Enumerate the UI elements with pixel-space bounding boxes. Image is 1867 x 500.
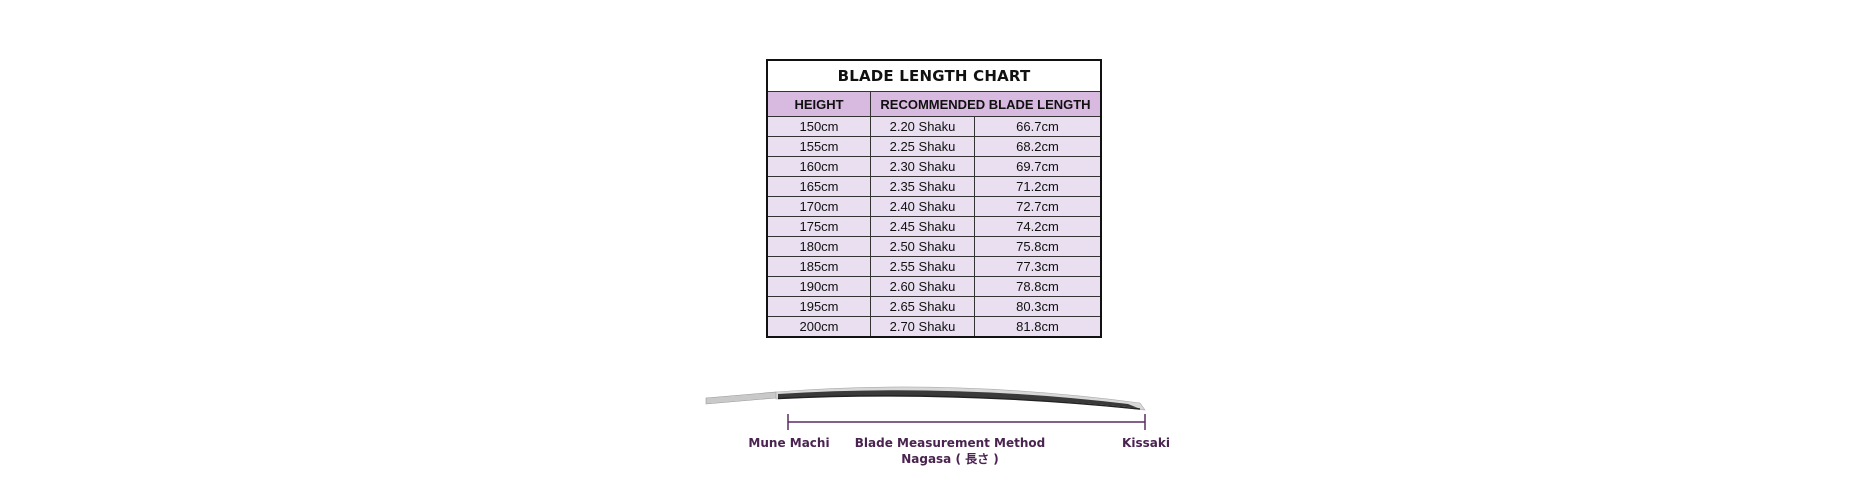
cell-height: 180cm [766, 236, 871, 257]
cell-height: 160cm [766, 156, 871, 177]
cell-height: 185cm [766, 256, 871, 277]
table-row: 195cm 2.65 Shaku 80.3cm [766, 296, 1102, 317]
chart-rows: 150cm 2.20 Shaku 66.7cm 155cm 2.25 Shaku 68.2… [766, 116, 1102, 338]
cell-shaku: 2.30 Shaku [870, 156, 975, 177]
cell-shaku: 2.50 Shaku [870, 236, 975, 257]
cell-shaku: 2.65 Shaku [870, 296, 975, 317]
cell-cm: 80.3cm [974, 296, 1102, 317]
table-row: 150cm 2.20 Shaku 66.7cm [766, 116, 1102, 137]
cell-shaku: 2.40 Shaku [870, 196, 975, 217]
cell-height: 175cm [766, 216, 871, 237]
label-nagasa: Nagasa ( 長さ ) [901, 452, 999, 466]
cell-shaku: 2.70 Shaku [870, 316, 975, 338]
cell-height: 195cm [766, 296, 871, 317]
table-row: 200cm 2.70 Shaku 81.8cm [766, 316, 1102, 338]
cell-cm: 68.2cm [974, 136, 1102, 157]
cell-cm: 75.8cm [974, 236, 1102, 257]
label-kissaki: Kissaki [1122, 436, 1170, 450]
label-measurement-method: Blade Measurement Method Nagasa ( 長さ ) [855, 435, 1045, 467]
table-row: 190cm 2.60 Shaku 78.8cm [766, 276, 1102, 297]
cell-cm: 69.7cm [974, 156, 1102, 177]
label-measurement-title: Blade Measurement Method [854, 436, 1046, 450]
cell-height: 170cm [766, 196, 871, 217]
blade-length-chart: BLADE LENGTH CHART HEIGHT RECOMMENDED BL… [766, 59, 1102, 338]
table-row: 160cm 2.30 Shaku 69.7cm [766, 156, 1102, 177]
table-row: 165cm 2.35 Shaku 71.2cm [766, 176, 1102, 197]
cell-shaku: 2.20 Shaku [870, 116, 975, 137]
cell-height: 190cm [766, 276, 871, 297]
katana-image [705, 386, 1146, 411]
cell-cm: 81.8cm [974, 316, 1102, 338]
cell-cm: 66.7cm [974, 116, 1102, 137]
table-row: 185cm 2.55 Shaku 77.3cm [766, 256, 1102, 277]
cell-height: 155cm [766, 136, 871, 157]
cell-height: 150cm [766, 116, 871, 137]
cell-cm: 77.3cm [974, 256, 1102, 277]
cell-shaku: 2.60 Shaku [870, 276, 975, 297]
cell-shaku: 2.35 Shaku [870, 176, 975, 197]
cell-shaku: 2.45 Shaku [870, 216, 975, 237]
cell-shaku: 2.55 Shaku [870, 256, 975, 277]
header-recommended-length: RECOMMENDED BLADE LENGTH [870, 91, 1102, 117]
table-row: 155cm 2.25 Shaku 68.2cm [766, 136, 1102, 157]
label-mune-machi: Mune Machi [748, 436, 830, 450]
table-row: 180cm 2.50 Shaku 75.8cm [766, 236, 1102, 257]
